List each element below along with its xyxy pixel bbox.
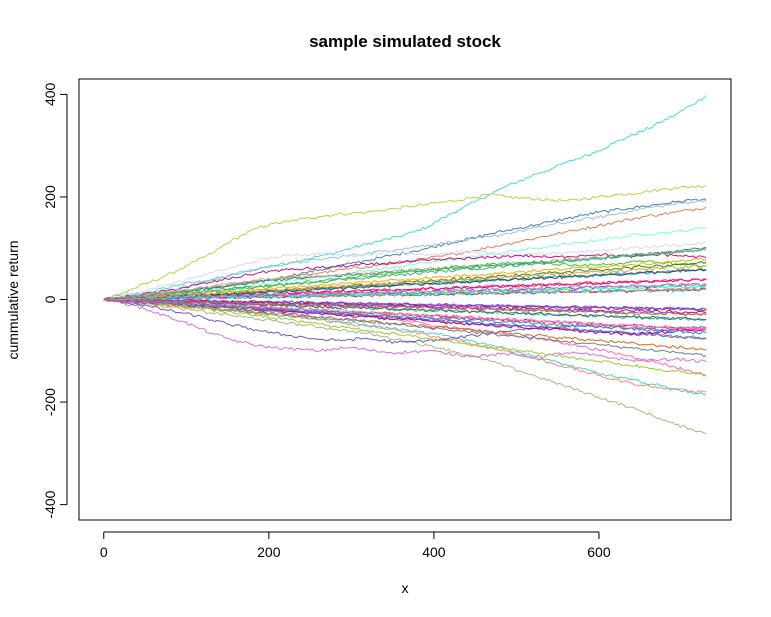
series-line xyxy=(103,298,707,336)
y-tick-label: -400 xyxy=(42,490,58,518)
y-tick-label: 0 xyxy=(42,295,58,303)
series-line xyxy=(103,199,707,301)
series-line xyxy=(103,264,707,301)
y-axis-label: cummulative return xyxy=(5,240,21,359)
series-line xyxy=(103,282,707,301)
y-tick-label: 200 xyxy=(42,185,58,209)
series-line xyxy=(103,227,707,302)
series-line xyxy=(103,297,707,351)
x-tick-label: 400 xyxy=(422,544,446,560)
series-line xyxy=(103,241,707,301)
y-axis: -400 -200 0 200 400 xyxy=(42,82,68,519)
x-tick-label: 0 xyxy=(100,544,108,560)
series-line xyxy=(103,298,707,363)
series-line xyxy=(103,288,707,302)
series-line xyxy=(103,278,707,302)
x-tick-label: 200 xyxy=(257,544,281,560)
y-tick-label: -200 xyxy=(42,388,58,416)
y-tick-label: 400 xyxy=(42,82,58,106)
plot-frame xyxy=(78,78,732,521)
series-line xyxy=(103,95,707,300)
series-line xyxy=(103,297,707,335)
series-line xyxy=(103,298,707,435)
series-line xyxy=(103,247,707,301)
series-line xyxy=(103,206,707,301)
x-axis: 0 200 400 600 xyxy=(100,531,611,560)
series-line xyxy=(103,298,707,317)
series-line xyxy=(103,298,707,376)
series-layer xyxy=(103,95,707,435)
series-line xyxy=(103,252,707,302)
series-line xyxy=(103,184,707,300)
series-line xyxy=(103,298,707,396)
x-axis-label: x xyxy=(402,580,409,596)
x-tick-label: 600 xyxy=(587,544,611,560)
series-line xyxy=(103,299,707,344)
chart-title: sample simulated stock xyxy=(309,32,501,51)
